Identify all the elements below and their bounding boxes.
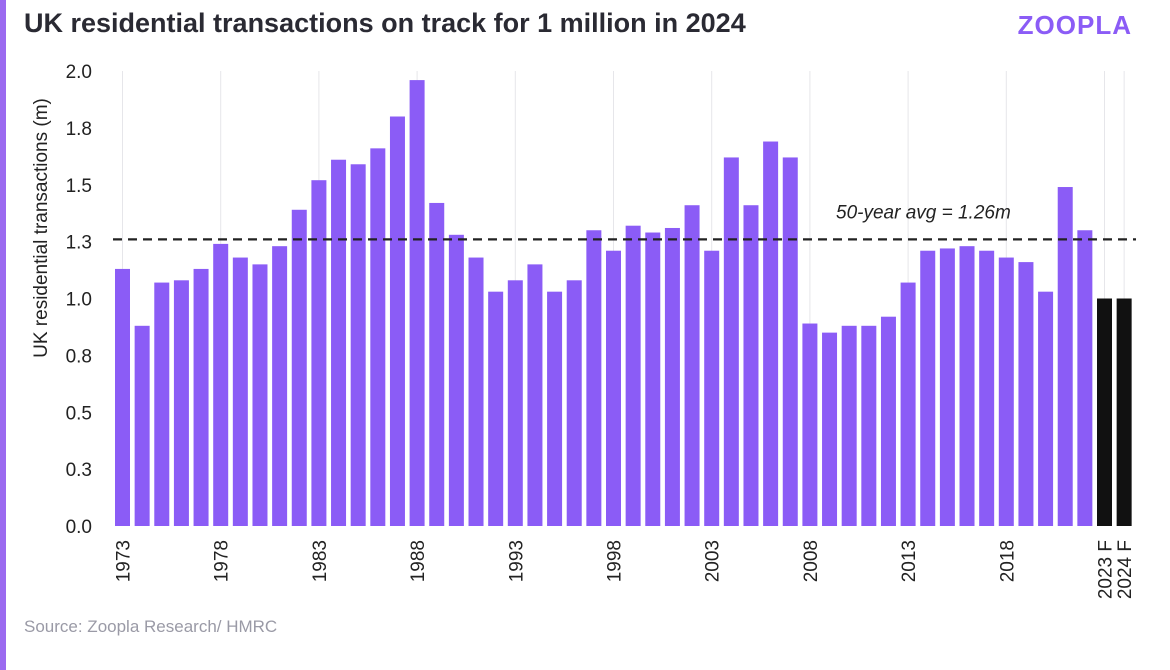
bar-1981 <box>272 246 288 527</box>
bar-1976 <box>173 280 189 526</box>
bar-1986 <box>370 148 386 526</box>
x-tick-label: 1998 <box>605 540 626 582</box>
bar-1979 <box>232 257 248 526</box>
average-line-group: 50-year avg = 1.26m <box>113 202 1136 241</box>
bar-2004 <box>723 157 739 526</box>
bar-1985 <box>350 164 366 526</box>
x-tick-label: 1988 <box>408 540 429 582</box>
y-tick-label: 2.0 <box>66 62 92 83</box>
bar-1973 <box>115 268 130 526</box>
bar-1989 <box>429 202 445 526</box>
y-axis-title: UK residential transactions (m) <box>31 98 52 358</box>
bar-2021 <box>1057 187 1073 526</box>
x-tick-label: 2003 <box>703 540 724 582</box>
bar-2003 <box>704 250 720 526</box>
bar-2013 <box>900 282 916 526</box>
bar-1999 <box>625 225 641 526</box>
x-axis-ticks: 1973 1978 1983 1988 1993 1998 2003 2008 2013 2018… <box>114 540 1137 599</box>
bar-2016 <box>959 246 975 527</box>
x-tick-label: 2024 F <box>1115 540 1136 599</box>
bar-2002 <box>684 205 700 526</box>
bar-2015 <box>939 248 955 526</box>
bar-2011 <box>861 325 877 526</box>
y-axis-ticks: 0.0 0.3 0.5 0.8 1.0 1.3 1.5 1.8 2.0 <box>66 62 92 538</box>
y-tick-label: 1.8 <box>66 119 92 140</box>
y-tick-label: 1.3 <box>66 233 92 254</box>
bar-1998 <box>606 250 621 526</box>
accent-stripe <box>0 0 6 670</box>
bar-2017 <box>979 250 995 526</box>
bar-2010 <box>841 325 857 526</box>
bar-1991 <box>468 257 484 526</box>
bar-2005 <box>743 205 759 526</box>
bar-1978 <box>213 243 229 526</box>
bar-2014 <box>920 250 936 526</box>
average-line-label: 50-year avg = 1.26m <box>836 202 1011 223</box>
bar-1983 <box>311 180 327 526</box>
bar-1995 <box>547 291 563 526</box>
x-tick-label: 2023 F <box>1096 540 1117 599</box>
bar-1982 <box>291 209 307 526</box>
bar-2024-f <box>1116 298 1132 526</box>
bar-2009 <box>822 332 838 526</box>
y-tick-label: 1.0 <box>66 290 92 311</box>
bar-1993 <box>507 280 523 526</box>
bar-2006 <box>763 141 779 526</box>
bar-1987 <box>389 116 405 526</box>
source-note: Source: Zoopla Research/ HMRC <box>24 617 278 636</box>
x-tick-label: 2008 <box>801 540 822 582</box>
y-tick-label: 0.0 <box>66 517 92 538</box>
bar-2008 <box>802 323 818 526</box>
brand-logo: ZOOPLA <box>1017 10 1132 40</box>
bar-1980 <box>252 264 268 526</box>
bar-1975 <box>154 282 170 526</box>
bar-1994 <box>527 264 543 526</box>
y-tick-label: 0.5 <box>66 403 92 424</box>
x-tick-label: 1973 <box>114 540 135 582</box>
bar-2000 <box>645 232 661 526</box>
bar-2018 <box>998 257 1014 526</box>
y-tick-label: 0.8 <box>66 346 92 367</box>
x-tick-label: 2018 <box>997 540 1018 582</box>
bar-2001 <box>664 227 680 526</box>
bar-2022 <box>1077 230 1093 526</box>
bar-1992 <box>488 291 504 526</box>
bar-1997 <box>586 230 602 526</box>
bar-2007 <box>782 157 798 526</box>
bar-1984 <box>331 159 347 526</box>
y-tick-label: 1.5 <box>66 176 92 197</box>
x-tick-label: 1978 <box>212 540 233 582</box>
bar-2019 <box>1018 262 1034 526</box>
x-tick-label: 1983 <box>310 540 331 582</box>
bar-2020 <box>1038 291 1054 526</box>
bar-2023-f <box>1097 298 1112 526</box>
bar-1977 <box>193 268 209 526</box>
x-tick-label: 1993 <box>506 540 527 582</box>
bar-1974 <box>134 325 150 526</box>
y-tick-label: 0.3 <box>66 460 92 481</box>
bars <box>115 80 1132 527</box>
bar-2012 <box>880 316 896 526</box>
chart-title: UK residential transactions on track for… <box>24 8 746 38</box>
bar-1988 <box>409 80 425 526</box>
x-tick-label: 2013 <box>899 540 920 582</box>
bar-1990 <box>448 234 464 527</box>
bar-1996 <box>566 280 582 526</box>
